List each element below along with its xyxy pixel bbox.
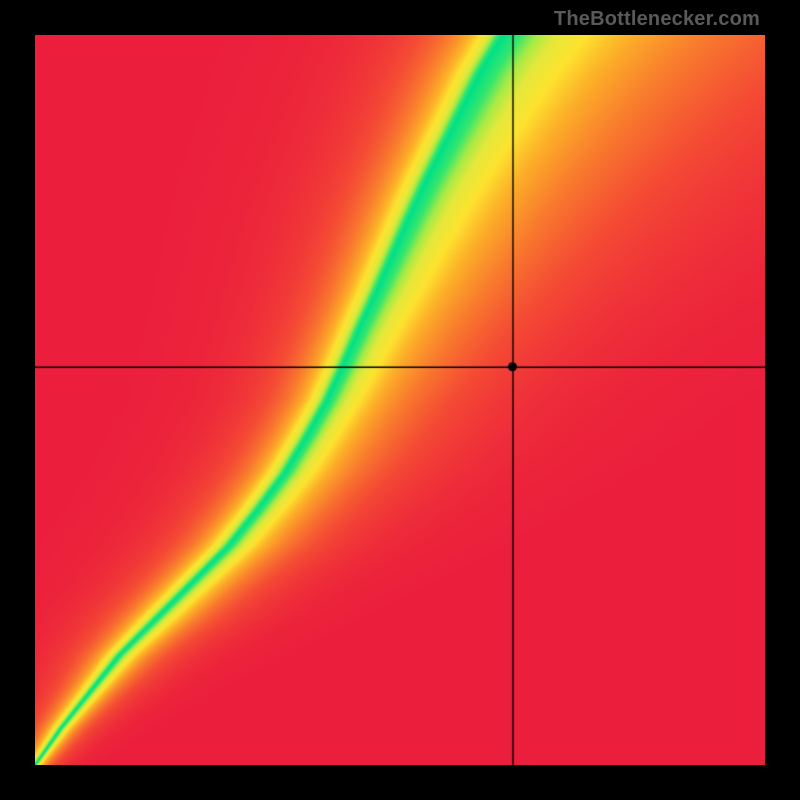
chart-frame: TheBottlenecker.com (0, 0, 800, 800)
bottleneck-heatmap (35, 35, 765, 765)
watermark-text: TheBottlenecker.com (554, 8, 760, 31)
